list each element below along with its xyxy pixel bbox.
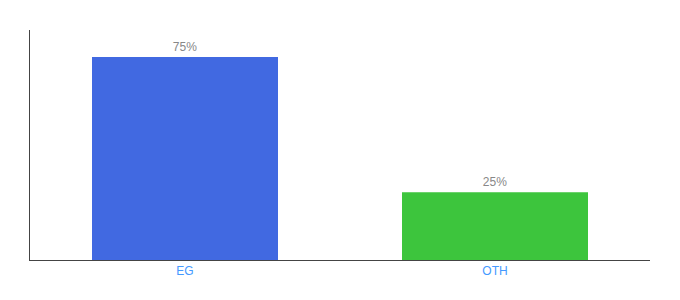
svg-text:EG: EG: [176, 264, 193, 278]
svg-text:75%: 75%: [173, 40, 197, 54]
svg-text:OTH: OTH: [482, 264, 507, 278]
svg-text:25%: 25%: [483, 175, 507, 189]
